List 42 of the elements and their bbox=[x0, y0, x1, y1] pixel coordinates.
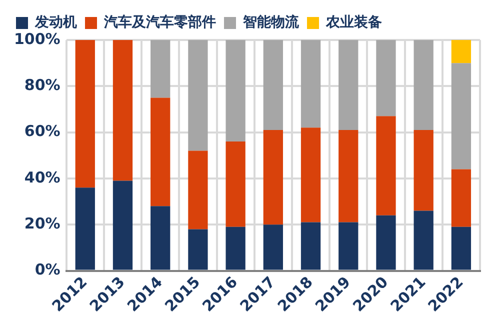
bar bbox=[451, 169, 472, 227]
bar bbox=[263, 224, 283, 270]
bar bbox=[226, 142, 246, 227]
bar bbox=[226, 40, 246, 142]
bar bbox=[451, 63, 472, 170]
bar bbox=[226, 226, 246, 270]
bar bbox=[188, 150, 208, 230]
legend-label: 发动机 bbox=[34, 14, 77, 31]
bar bbox=[112, 40, 133, 181]
bar bbox=[75, 40, 95, 188]
bar bbox=[376, 215, 396, 270]
bar bbox=[376, 40, 396, 116]
y-tick-label: 80% bbox=[24, 76, 60, 94]
bar bbox=[150, 206, 170, 270]
bar bbox=[112, 180, 133, 270]
bar bbox=[338, 130, 358, 222]
bar bbox=[188, 40, 208, 151]
bar bbox=[188, 229, 208, 270]
bar bbox=[451, 40, 472, 64]
bar bbox=[414, 210, 434, 270]
y-tick-label: 0% bbox=[34, 260, 60, 279]
bar bbox=[451, 226, 472, 270]
legend-label: 汽车及汽车零部件 bbox=[103, 14, 216, 31]
bar bbox=[75, 188, 95, 270]
bar bbox=[263, 130, 283, 225]
bar bbox=[414, 40, 434, 130]
bar bbox=[338, 222, 358, 270]
bar bbox=[263, 40, 283, 130]
bar bbox=[150, 98, 170, 206]
legend-label: 农业装备 bbox=[325, 14, 382, 31]
bar bbox=[414, 130, 434, 211]
bar bbox=[300, 222, 321, 270]
bar bbox=[300, 40, 321, 128]
legend-label: 智能物流 bbox=[242, 14, 300, 31]
bar bbox=[376, 116, 396, 216]
bar bbox=[300, 128, 321, 222]
bar bbox=[150, 40, 170, 98]
y-tick-label: 100% bbox=[14, 30, 60, 48]
y-tick-label: 20% bbox=[24, 214, 60, 232]
y-tick-label: 40% bbox=[24, 168, 60, 186]
y-tick-label: 60% bbox=[24, 122, 60, 140]
bar bbox=[338, 40, 358, 130]
